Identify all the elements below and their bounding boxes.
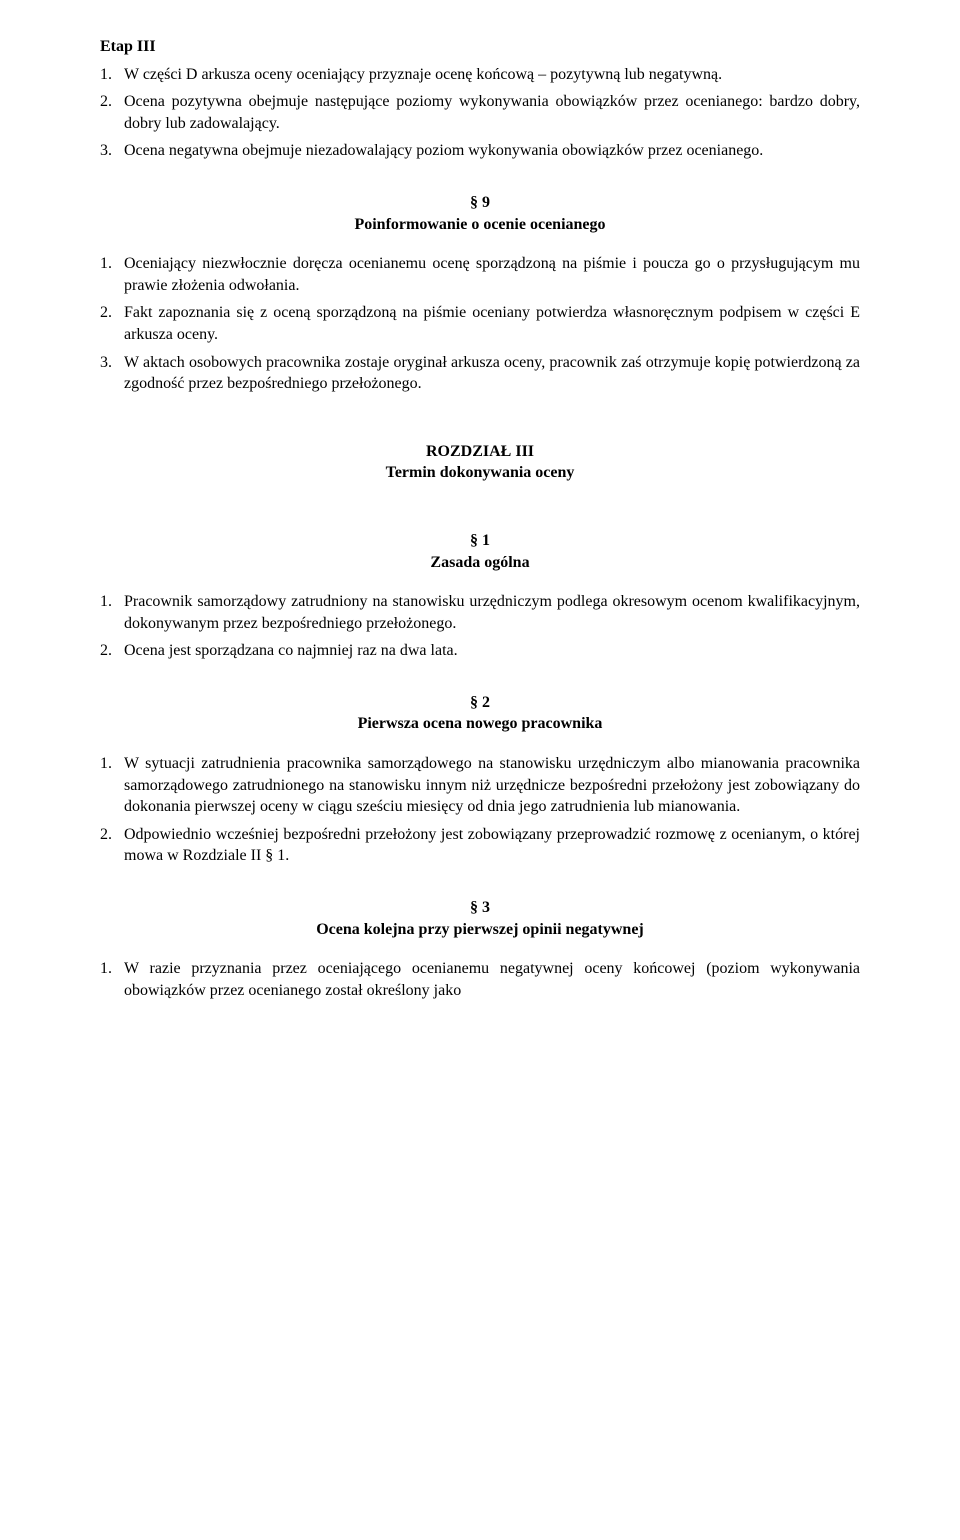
section-number: § 3 bbox=[100, 897, 860, 919]
list-item: 1. Pracownik samorządowy zatrudniony na … bbox=[100, 591, 860, 634]
section-2-heading: § 2 Pierwsza ocena nowego pracownika bbox=[100, 692, 860, 735]
list-item: 3. W aktach osobowych pracownika zostaje… bbox=[100, 352, 860, 395]
list-number: 1. bbox=[100, 591, 124, 634]
section-number: § 2 bbox=[100, 692, 860, 714]
list-text: Ocena pozytywna obejmuje następujące poz… bbox=[124, 91, 860, 134]
list-item: 1. W sytuacji zatrudnienia pracownika sa… bbox=[100, 753, 860, 818]
list-text: Ocena negatywna obejmuje niezadowalający… bbox=[124, 140, 860, 162]
section-number: § 9 bbox=[100, 192, 860, 214]
section-1-heading: § 1 Zasada ogólna bbox=[100, 530, 860, 573]
list-item: 3. Ocena negatywna obejmuje niezadowalaj… bbox=[100, 140, 860, 162]
chapter-number: ROZDZIAŁ III bbox=[100, 441, 860, 463]
list-item: 1. W części D arkusza oceny oceniający p… bbox=[100, 64, 860, 86]
section-title: Zasada ogólna bbox=[100, 552, 860, 574]
list-text: Fakt zapoznania się z oceną sporządzoną … bbox=[124, 302, 860, 345]
list-text: Ocena jest sporządzana co najmniej raz n… bbox=[124, 640, 860, 662]
list-text: Odpowiednio wcześniej bezpośredni przeło… bbox=[124, 824, 860, 867]
list-item: 2. Odpowiednio wcześniej bezpośredni prz… bbox=[100, 824, 860, 867]
list-number: 1. bbox=[100, 753, 124, 818]
list-number: 1. bbox=[100, 253, 124, 296]
list-text: W razie przyznania przez oceniającego oc… bbox=[124, 958, 860, 1001]
list-item: 2. Ocena pozytywna obejmuje następujące … bbox=[100, 91, 860, 134]
list-item: 2. Fakt zapoznania się z oceną sporządzo… bbox=[100, 302, 860, 345]
list-text: W aktach osobowych pracownika zostaje or… bbox=[124, 352, 860, 395]
list-number: 2. bbox=[100, 824, 124, 867]
list-number: 2. bbox=[100, 640, 124, 662]
document-page: Etap III 1. W części D arkusza oceny oce… bbox=[0, 0, 960, 1037]
section-9-heading: § 9 Poinformowanie o ocenie ocenianego bbox=[100, 192, 860, 235]
list-text: W sytuacji zatrudnienia pracownika samor… bbox=[124, 753, 860, 818]
list-item: 1. W razie przyznania przez oceniającego… bbox=[100, 958, 860, 1001]
section-title: Poinformowanie o ocenie ocenianego bbox=[100, 214, 860, 236]
section-number: § 1 bbox=[100, 530, 860, 552]
list-number: 1. bbox=[100, 958, 124, 1001]
etap-heading: Etap III bbox=[100, 36, 860, 58]
list-number: 1. bbox=[100, 64, 124, 86]
list-text: Pracownik samorządowy zatrudniony na sta… bbox=[124, 591, 860, 634]
chapter-heading: ROZDZIAŁ III Termin dokonywania oceny bbox=[100, 441, 860, 484]
section-title: Pierwsza ocena nowego pracownika bbox=[100, 713, 860, 735]
list-number: 2. bbox=[100, 302, 124, 345]
section-title: Ocena kolejna przy pierwszej opinii nega… bbox=[100, 919, 860, 941]
list-item: 1. Oceniający niezwłocznie doręcza oceni… bbox=[100, 253, 860, 296]
list-number: 3. bbox=[100, 352, 124, 395]
list-number: 2. bbox=[100, 91, 124, 134]
chapter-title: Termin dokonywania oceny bbox=[100, 462, 860, 484]
list-text: W części D arkusza oceny oceniający przy… bbox=[124, 64, 860, 86]
list-text: Oceniający niezwłocznie doręcza oceniane… bbox=[124, 253, 860, 296]
list-item: 2. Ocena jest sporządzana co najmniej ra… bbox=[100, 640, 860, 662]
list-number: 3. bbox=[100, 140, 124, 162]
section-3-heading: § 3 Ocena kolejna przy pierwszej opinii … bbox=[100, 897, 860, 940]
